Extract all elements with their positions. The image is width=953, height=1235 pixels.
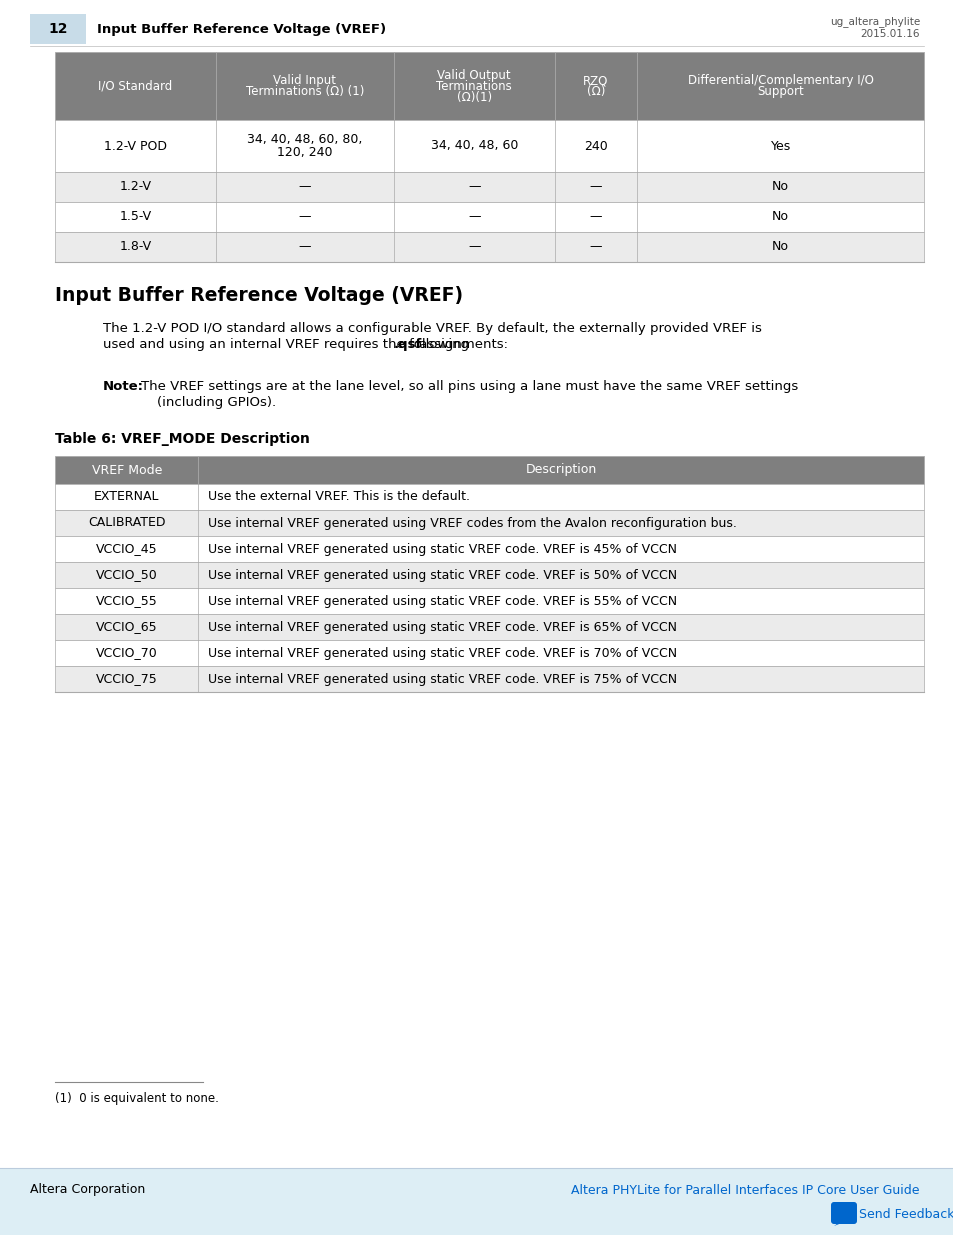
- Bar: [55, 232, 923, 262]
- Text: I/O Standard: I/O Standard: [98, 79, 172, 93]
- Bar: [55, 510, 923, 536]
- Text: (Ω): (Ω): [586, 85, 604, 98]
- Text: VCCIO_70: VCCIO_70: [95, 646, 157, 659]
- Bar: [0, 1168, 953, 1235]
- Bar: [55, 172, 923, 203]
- Text: The VREF settings are at the lane level, so all pins using a lane must have the : The VREF settings are at the lane level,…: [141, 380, 798, 393]
- Text: 240: 240: [583, 140, 607, 152]
- Text: —: —: [468, 210, 480, 224]
- Text: (1)  0 is equivalent to none.: (1) 0 is equivalent to none.: [55, 1092, 218, 1105]
- Text: —: —: [468, 180, 480, 194]
- FancyBboxPatch shape: [830, 1202, 856, 1224]
- Text: 1.5-V: 1.5-V: [119, 210, 152, 224]
- Text: No: No: [771, 210, 788, 224]
- Text: VCCIO_45: VCCIO_45: [96, 542, 157, 556]
- Text: Description: Description: [525, 463, 597, 477]
- Text: No: No: [771, 180, 788, 194]
- Text: Use internal VREF generated using static VREF code. VREF is 75% of VCCN: Use internal VREF generated using static…: [208, 673, 677, 685]
- Text: Use internal VREF generated using static VREF code. VREF is 65% of VCCN: Use internal VREF generated using static…: [208, 620, 677, 634]
- Text: (Ω)(1): (Ω)(1): [456, 90, 492, 104]
- Text: Terminations: Terminations: [436, 79, 512, 93]
- Text: VCCIO_55: VCCIO_55: [95, 594, 157, 608]
- Bar: [55, 614, 923, 640]
- Text: CALIBRATED: CALIBRATED: [88, 516, 165, 530]
- Text: 120, 240: 120, 240: [276, 146, 333, 159]
- Text: 34, 40, 48, 60: 34, 40, 48, 60: [430, 140, 517, 152]
- Text: Use the external VREF. This is the default.: Use the external VREF. This is the defau…: [208, 490, 470, 504]
- Text: —: —: [589, 241, 601, 253]
- Text: Use internal VREF generated using static VREF code. VREF is 50% of VCCN: Use internal VREF generated using static…: [208, 568, 677, 582]
- Text: Table 6: VREF_MODE Description: Table 6: VREF_MODE Description: [55, 432, 310, 446]
- Text: Altera PHYLite for Parallel Interfaces IP Core User Guide: Altera PHYLite for Parallel Interfaces I…: [571, 1183, 919, 1197]
- Bar: [55, 562, 923, 588]
- Text: 1.2-V POD: 1.2-V POD: [104, 140, 167, 152]
- Text: ug_altera_phylite: ug_altera_phylite: [829, 16, 919, 27]
- Text: —: —: [589, 180, 601, 194]
- Text: assignments:: assignments:: [415, 338, 507, 351]
- Text: Use internal VREF generated using VREF codes from the Avalon reconfiguration bus: Use internal VREF generated using VREF c…: [208, 516, 737, 530]
- Bar: [55, 640, 923, 666]
- Text: 1.8-V: 1.8-V: [119, 241, 152, 253]
- Text: Valid Output: Valid Output: [437, 68, 511, 82]
- Text: —: —: [298, 241, 311, 253]
- Bar: [30, 14, 86, 44]
- Text: —: —: [589, 210, 601, 224]
- Bar: [55, 536, 923, 562]
- Bar: [55, 203, 923, 232]
- Text: The 1.2-V POD I/O standard allows a configurable VREF. By default, the externall: The 1.2-V POD I/O standard allows a conf…: [103, 322, 761, 335]
- Bar: [55, 484, 923, 510]
- Text: (including GPIOs).: (including GPIOs).: [157, 396, 275, 409]
- Text: Use internal VREF generated using static VREF code. VREF is 70% of VCCN: Use internal VREF generated using static…: [208, 646, 677, 659]
- Text: VREF Mode: VREF Mode: [91, 463, 162, 477]
- Bar: [55, 666, 923, 692]
- Text: used and using an internal VREF requires the following: used and using an internal VREF requires…: [103, 338, 473, 351]
- Text: 1.2-V: 1.2-V: [119, 180, 152, 194]
- Text: —: —: [468, 241, 480, 253]
- Text: VCCIO_75: VCCIO_75: [95, 673, 157, 685]
- Text: Valid Input: Valid Input: [274, 74, 336, 86]
- Polygon shape: [833, 1221, 846, 1226]
- Text: Note:: Note:: [103, 380, 144, 393]
- Text: VCCIO_50: VCCIO_50: [95, 568, 157, 582]
- Text: No: No: [771, 241, 788, 253]
- Text: EXTERNAL: EXTERNAL: [93, 490, 159, 504]
- Text: VCCIO_65: VCCIO_65: [96, 620, 157, 634]
- Text: Support: Support: [757, 85, 803, 98]
- Text: RZQ: RZQ: [582, 74, 608, 86]
- Bar: [55, 456, 923, 484]
- Text: Use internal VREF generated using static VREF code. VREF is 45% of VCCN: Use internal VREF generated using static…: [208, 542, 677, 556]
- Text: —: —: [298, 180, 311, 194]
- Text: Altera Corporation: Altera Corporation: [30, 1183, 145, 1197]
- Text: —: —: [298, 210, 311, 224]
- Text: Send Feedback: Send Feedback: [858, 1208, 953, 1220]
- Text: Use internal VREF generated using static VREF code. VREF is 55% of VCCN: Use internal VREF generated using static…: [208, 594, 677, 608]
- Text: 12: 12: [49, 22, 68, 36]
- Text: 34, 40, 48, 60, 80,: 34, 40, 48, 60, 80,: [247, 133, 362, 146]
- Text: .qsf: .qsf: [393, 338, 421, 351]
- Text: Input Buffer Reference Voltage (VREF): Input Buffer Reference Voltage (VREF): [55, 287, 462, 305]
- Text: Input Buffer Reference Voltage (VREF): Input Buffer Reference Voltage (VREF): [97, 22, 386, 36]
- Bar: [55, 52, 923, 120]
- Bar: [55, 588, 923, 614]
- Bar: [55, 120, 923, 172]
- Text: Yes: Yes: [770, 140, 790, 152]
- Text: 2015.01.16: 2015.01.16: [860, 28, 919, 40]
- Text: Terminations (Ω) (1): Terminations (Ω) (1): [245, 85, 364, 98]
- Text: Differential/Complementary I/O: Differential/Complementary I/O: [687, 74, 873, 86]
